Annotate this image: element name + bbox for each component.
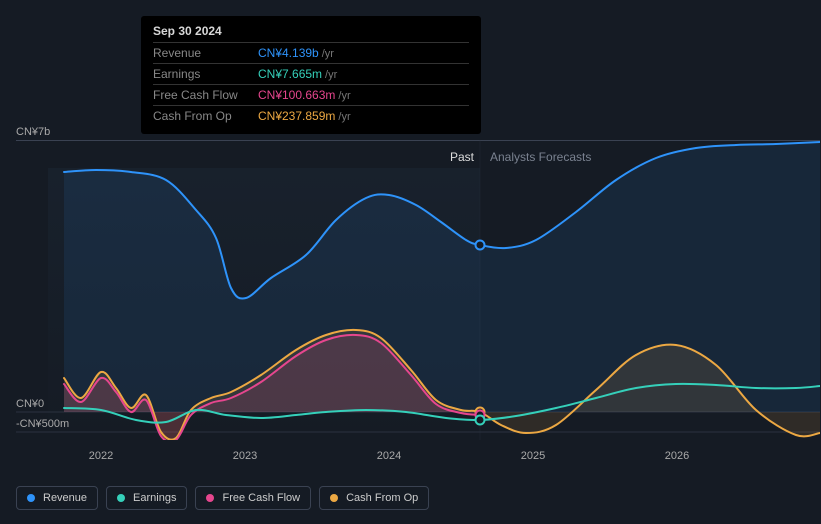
- chart-x-axis: 2022 2023 2024 2025 2026: [16, 450, 805, 470]
- tooltip-row-unit: /yr: [338, 90, 350, 102]
- legend-dot-icon: [206, 494, 214, 502]
- tooltip-row-value: CN¥4.139b: [258, 46, 319, 60]
- tooltip-row: RevenueCN¥4.139b/yr: [153, 42, 469, 63]
- x-axis-tick: 2024: [377, 450, 401, 462]
- x-axis-tick: 2023: [233, 450, 257, 462]
- y-axis-tick: CN¥0: [16, 398, 44, 410]
- tooltip-row-unit: /yr: [338, 111, 350, 123]
- tooltip-row-label: Earnings: [153, 67, 258, 81]
- legend-item[interactable]: Free Cash Flow: [195, 486, 311, 510]
- legend-item[interactable]: Revenue: [16, 486, 98, 510]
- x-axis-tick: 2025: [521, 450, 545, 462]
- legend-dot-icon: [330, 494, 338, 502]
- legend-item-label: Free Cash Flow: [222, 492, 300, 504]
- tooltip-row-unit: /yr: [322, 48, 334, 60]
- tooltip-row-label: Free Cash Flow: [153, 88, 258, 102]
- chart-legend: Revenue Earnings Free Cash Flow Cash From O…: [16, 486, 429, 510]
- legend-dot-icon: [117, 494, 125, 502]
- x-axis-tick: 2026: [665, 450, 689, 462]
- legend-item-label: Earnings: [133, 492, 176, 504]
- tooltip-row: Free Cash FlowCN¥100.663m/yr: [153, 84, 469, 105]
- tooltip-row-value: CN¥237.859m: [258, 109, 335, 123]
- legend-dot-icon: [27, 494, 35, 502]
- legend-item[interactable]: Earnings: [106, 486, 187, 510]
- tooltip-row: Cash From OpCN¥237.859m/yr: [153, 105, 469, 126]
- chart-plot-area: CN¥7bCN¥0-CN¥500m Past Analysts Forecast…: [16, 140, 805, 440]
- x-axis-tick: 2022: [89, 450, 113, 462]
- tooltip-row-label: Revenue: [153, 46, 258, 60]
- legend-item-label: Revenue: [43, 492, 87, 504]
- chart-tooltip: Sep 30 2024 RevenueCN¥4.139b/yrEarningsC…: [141, 16, 481, 134]
- tooltip-row-value: CN¥7.665m: [258, 67, 322, 81]
- tooltip-row-value: CN¥100.663m: [258, 88, 335, 102]
- tooltip-row-unit: /yr: [325, 69, 337, 81]
- tooltip-date: Sep 30 2024: [153, 24, 469, 42]
- chart-svg: [16, 140, 820, 440]
- y-axis-tick: CN¥7b: [16, 126, 50, 138]
- forecast-section-label: Analysts Forecasts: [490, 150, 591, 164]
- tooltip-row: EarningsCN¥7.665m/yr: [153, 63, 469, 84]
- y-axis-tick: -CN¥500m: [16, 418, 69, 430]
- legend-item[interactable]: Cash From Op: [319, 486, 429, 510]
- past-section-label: Past: [450, 150, 474, 164]
- tooltip-row-label: Cash From Op: [153, 109, 258, 123]
- legend-item-label: Cash From Op: [346, 492, 418, 504]
